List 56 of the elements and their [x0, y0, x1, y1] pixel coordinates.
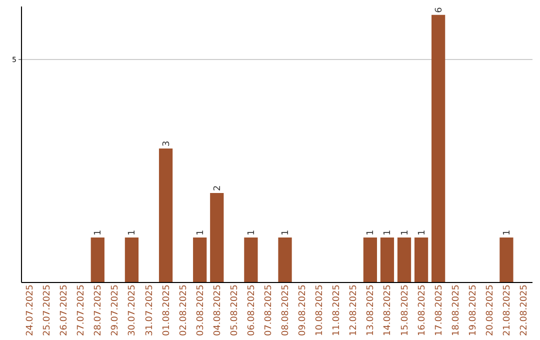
- data-label: 1: [196, 230, 206, 236]
- x-tick-label: 19.08.2025: [468, 284, 478, 336]
- bar: [193, 237, 207, 282]
- data-label: 2: [212, 185, 223, 191]
- data-label: 1: [128, 230, 138, 236]
- bar: [210, 192, 224, 282]
- data-label: 1: [400, 230, 410, 236]
- x-tick-label: 30.07.2025: [128, 284, 138, 336]
- x-tick-label: 29.07.2025: [110, 284, 121, 336]
- x-tick-label: 02.08.2025: [178, 284, 189, 336]
- bar: [397, 237, 412, 282]
- data-label: 6: [434, 6, 444, 13]
- bar: [124, 237, 139, 282]
- x-tick-label: 28.07.2025: [94, 284, 104, 336]
- data-label: 1: [502, 230, 512, 236]
- x-tick-label: 15.08.2025: [400, 284, 410, 336]
- data-label: 1: [366, 230, 376, 236]
- data-label: 1: [417, 230, 428, 236]
- x-tick-label: 26.07.2025: [60, 284, 70, 336]
- x-tick-label: 25.07.2025: [42, 284, 53, 336]
- bar: [380, 237, 394, 282]
- data-label: 1: [281, 230, 292, 236]
- x-tick-label: 14.08.2025: [383, 284, 394, 336]
- bar: [432, 14, 446, 282]
- x-tick-label: 12.08.2025: [349, 284, 360, 336]
- x-tick-label: 16.08.2025: [417, 284, 428, 336]
- x-tick-label: 11.08.2025: [332, 284, 342, 336]
- data-label: 1: [383, 230, 394, 236]
- data-label: 3: [162, 140, 172, 146]
- bar: [278, 237, 292, 282]
- data-label: 1: [94, 230, 104, 236]
- x-tick-label: 08.08.2025: [281, 284, 292, 336]
- x-tick-label: 18.08.2025: [451, 284, 462, 336]
- x-tick-label: 27.07.2025: [76, 284, 87, 336]
- x-tick-label: 09.08.2025: [298, 284, 308, 336]
- bar: [244, 237, 258, 282]
- x-tick-label: 31.07.2025: [144, 284, 155, 336]
- bar: [500, 237, 514, 282]
- data-label: 1: [246, 230, 257, 236]
- bar: [90, 237, 104, 282]
- x-tick-label: 06.08.2025: [246, 284, 257, 336]
- x-tick-label: 13.08.2025: [366, 284, 376, 336]
- bar: [363, 237, 377, 282]
- x-tick-label: 10.08.2025: [315, 284, 326, 336]
- x-tick-label: 22.08.2025: [519, 284, 530, 336]
- x-tick-label: 17.08.2025: [434, 284, 444, 336]
- x-tick-label: 03.08.2025: [196, 284, 206, 336]
- x-tick-label: 20.08.2025: [485, 284, 496, 336]
- bar: [414, 237, 428, 282]
- x-tick-label: 21.08.2025: [502, 284, 512, 336]
- bar: [158, 148, 173, 282]
- x-tick-label: 07.08.2025: [264, 284, 274, 336]
- x-tick-label: 04.08.2025: [212, 284, 223, 336]
- x-tick-label: 05.08.2025: [230, 284, 240, 336]
- x-tick-label: 01.08.2025: [162, 284, 172, 336]
- x-tick-label: 24.07.2025: [26, 284, 36, 336]
